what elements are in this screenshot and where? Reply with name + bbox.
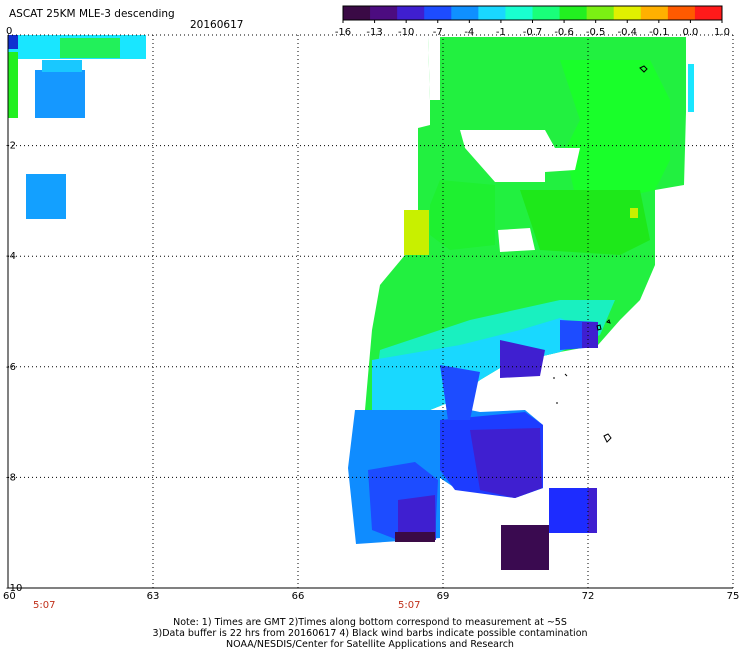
colorbar-cell	[586, 6, 615, 20]
colorbar-tick-label: -10	[398, 27, 414, 38]
colorbar: -16 -13 -10 -7 -4 -1 -0.7 -0.6 -0.5 -0.4 -0.1 0.0 1.…	[335, 5, 730, 38]
latitude-label: -4	[6, 251, 16, 262]
colorbar-tick-label: 1.0	[714, 27, 730, 38]
product-title: ASCAT 25KM MLE-3 descending	[9, 8, 175, 20]
colorbar-tick-label: -1	[496, 27, 506, 38]
longitude-label: 60	[3, 591, 16, 602]
colorbar-tick-label: -13	[366, 27, 382, 38]
colorbar-cell	[424, 6, 452, 20]
note-line-2: 3)Data buffer is 22 hrs from 20160617 4)…	[152, 628, 588, 639]
colorbar-tick-label: -16	[335, 27, 351, 38]
colorbar-cell	[667, 6, 696, 20]
latitude-label: -8	[6, 472, 16, 483]
colorbar-cell	[397, 6, 425, 20]
colorbar-cell	[532, 6, 561, 20]
colorbar-cell	[478, 6, 506, 20]
note-line-3: NOAA/NESDIS/Center for Satellite Applica…	[226, 639, 514, 650]
colorbar-cell	[451, 6, 479, 20]
latitude-label: -10	[6, 583, 22, 594]
colorbar-cell	[559, 6, 588, 20]
colorbar-tick-label: -4	[464, 27, 474, 38]
latitude-label: -6	[6, 362, 16, 373]
wind-data-layer	[8, 35, 698, 570]
longitude-label: 63	[147, 591, 160, 602]
product-date: 20160617	[190, 19, 244, 31]
colorbar-tick-label: 0.0	[682, 27, 698, 38]
time-label-center: 5:07	[398, 600, 420, 611]
colorbar-tick-label: -0.4	[617, 27, 637, 38]
longitude-axis: 60 63 66 69 72 75	[3, 591, 739, 602]
time-label-left: 5:07	[33, 600, 55, 611]
longitude-label: 66	[292, 591, 305, 602]
colorbar-cell	[613, 6, 642, 20]
colorbar-cell	[694, 6, 723, 20]
colorbar-cell	[343, 6, 371, 20]
note-line-1: Note: 1) Times are GMT 2)Times along bot…	[173, 617, 567, 628]
latitude-axis: 0 -2 -4 -6 -8 -10	[6, 26, 22, 594]
longitude-label: 72	[582, 591, 595, 602]
longitude-label: 69	[437, 591, 450, 602]
time-labels: 5:07 5:07	[33, 600, 420, 611]
latitude-label: 0	[6, 26, 12, 37]
colorbar-tick-label: -0.7	[523, 27, 543, 38]
latitude-label: -2	[6, 141, 16, 152]
longitude-label: 75	[727, 591, 740, 602]
colorbar-cell	[640, 6, 669, 20]
colorbar-cell	[370, 6, 398, 20]
colorbar-tick-label: -7	[433, 27, 443, 38]
colorbar-cell	[505, 6, 533, 20]
colorbar-tick-label: -0.5	[586, 27, 606, 38]
graticule	[7, 34, 734, 589]
colorbar-tick-label: -0.1	[649, 27, 669, 38]
colorbar-tick-label: -0.6	[554, 27, 574, 38]
